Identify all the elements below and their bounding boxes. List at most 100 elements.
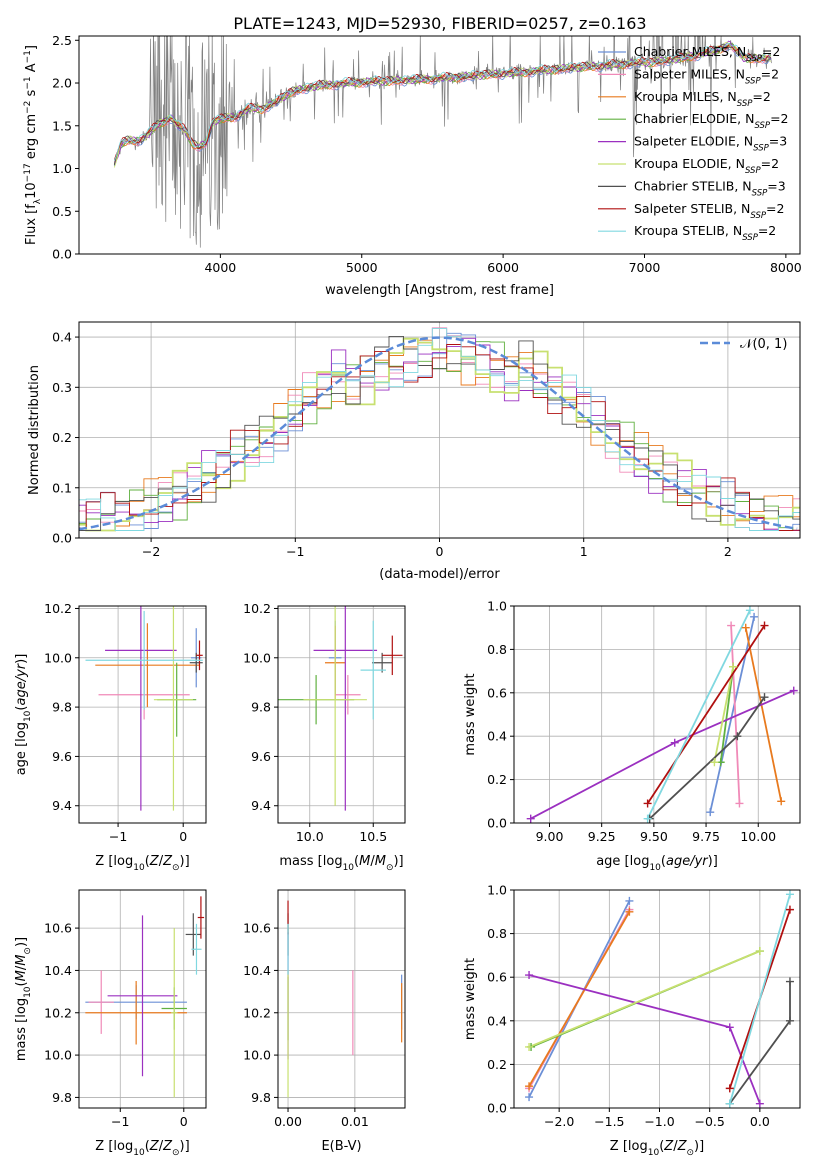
y-tick-label: 10.2 [243,601,271,616]
marker-plus [727,621,736,630]
y-tick-label: 0.8 [487,926,507,941]
massweight-line [528,950,761,1048]
x-tick-label: 2 [724,544,732,559]
y-tick-label: 0.4 [487,729,507,744]
legend-entry: Chabrier STELIB, NSSP=3 [634,178,786,198]
legend-entry: Chabrier ELODIE, NSSP=2 [634,111,789,131]
y-tick-label: 10.0 [44,650,72,665]
y-tick-label: 9.6 [251,749,271,764]
x-tick-label: 0 [180,1114,188,1129]
y-tick-label: 10.0 [243,1048,271,1063]
x-tick-label: 1 [580,544,588,559]
massweight-vs-age-xlabel: age [log10(age/yr)] [596,854,718,873]
plot-body [85,606,203,811]
y-tick-label: 0.2 [487,1057,507,1072]
plot-frame [78,35,801,255]
massweight-line [713,666,735,763]
marker-plus [525,1082,534,1091]
marker-plus [525,1042,534,1051]
x-tick-label: −2 [142,544,160,559]
y-tick-label: 0.0 [52,531,72,546]
y-tick-label: 9.4 [52,798,72,813]
panel-massweight-vs-age: 9.00 9.25 9.50 9.75 10.00 0.0 0.2 0.4 0.6 0.8 1.0 a… [463,599,801,873]
massweight-line [528,911,631,1087]
marker-plus [785,890,794,899]
panel-spectrum: 4000 5000 6000 7000 8000 0.0 0.5 1.0 1.5 2.0 2.5 wa… [23,33,802,298]
panel-massweight-vs-Z: −2.0 −1.5 −1.0 −0.5 0.0 0.0 0.2 0.4 0.6 0.8 1.0 Z [… [463,883,801,1158]
marker-plus [710,758,719,767]
marker-plus [785,905,794,914]
marker-plus [760,693,769,702]
residual-histogram [79,335,800,531]
marker-plus [785,977,794,986]
y-tick-label: 10.2 [44,601,72,616]
x-tick-label: 5000 [346,260,378,275]
x-tick-label: 10.00 [740,829,776,844]
legend-entry: Salpeter ELODIE, NSSP=3 [634,134,787,154]
legend-entry: Salpeter STELIB, NSSP=2 [634,201,784,221]
plot-frame [513,889,801,1109]
plot-body [79,327,800,532]
gaussian-curve [79,336,798,531]
mass-vs-ebv-xlabel: E(B-V) [321,1139,361,1154]
x-tick-label: 0.00 [274,1114,302,1129]
plot-body [85,896,205,1098]
spectrum-model-line [113,46,772,167]
y-tick-label: 1.5 [52,118,72,133]
x-tick-label: 0 [179,829,187,844]
y-tick-label: 0.0 [487,1101,507,1116]
y-tick-label: 9.8 [52,1090,72,1105]
massweight-line [646,609,751,820]
panel-residuals: −2 −1 0 1 2 0.0 0.1 0.2 0.3 0.4 (data-model)/error… [27,321,801,582]
y-tick-label: 0.8 [487,642,507,657]
legend-entry: Salpeter MILES, NSSP=2 [634,66,779,86]
x-tick-label: 10.0 [296,829,324,844]
marker-plus [777,797,786,806]
marker-plus [706,808,715,817]
marker-plus [735,799,744,808]
plot-frame [78,889,207,1109]
panel-age-vs-mass: 10.0 10.5 9.4 9.6 9.8 10.0 10.2 mass [log10(M/M… [243,601,406,873]
y-tick-label: 9.8 [251,1090,271,1105]
spectrum-model-line [113,45,771,165]
plot-body [113,36,772,248]
marker-plus [785,1016,794,1025]
panel-age-vs-Z: −1 0 9.4 9.6 9.8 10.0 10.2 Z [log10(Z/Z⊙)] age [… [14,601,207,873]
plot-body [530,609,795,820]
y-tick-label: 0.3 [52,380,72,395]
marker-plus [725,1084,734,1093]
massweight-line [530,689,795,820]
y-tick-label: 0.2 [487,772,507,787]
x-tick-label: 9.25 [588,829,616,844]
y-tick-label: 0.4 [487,1013,507,1028]
x-tick-label: −2.0 [544,1114,574,1129]
y-tick-label: 10.2 [44,1005,72,1020]
marker-plus [729,662,738,671]
marker-plus [625,896,634,905]
age-vs-Z-xlabel: Z [log10(Z/Z⊙)] [95,854,189,873]
residual-histogram [79,344,800,531]
massweight-line [728,894,791,1104]
age-vs-mass-xlabel: mass [log10(M/M⊙)] [279,854,403,873]
marker-plus [670,738,679,747]
y-tick-label: 0.0 [487,816,507,831]
marker-plus [525,971,534,980]
spectrum-xlabel: wavelength [Angstrom, rest frame] [325,283,554,298]
massweight-line [649,696,766,820]
y-tick-label: 9.6 [52,749,72,764]
x-tick-label: 9.00 [536,829,564,844]
x-tick-label: −1 [111,1114,129,1129]
massweight-line [719,666,735,763]
y-tick-label: 9.8 [251,700,271,715]
residuals-ylabel: Normed distribution [27,365,42,495]
y-tick-label: 1.0 [487,883,507,898]
plot-frame [277,605,406,824]
y-tick-label: 2.0 [52,76,72,91]
marker-plus [643,814,652,823]
panels: 4000 5000 6000 7000 8000 0.0 0.5 1.0 1.5 2.0 2.5 wa… [14,33,802,1158]
y-tick-label: 9.4 [251,798,271,813]
marker-plus [733,732,742,741]
x-tick-label: −1.0 [644,1114,674,1129]
x-tick-label: 0.0 [750,1114,770,1129]
